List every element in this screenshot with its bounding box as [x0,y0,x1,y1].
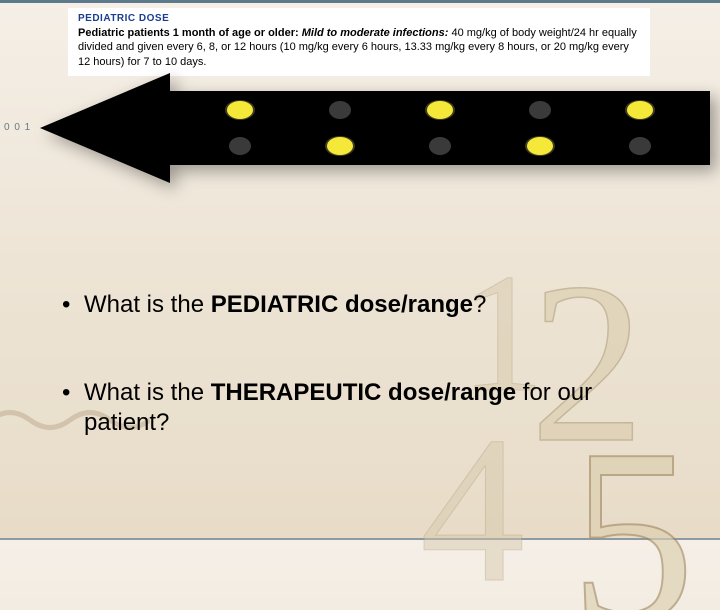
q1-post: ? [473,291,486,318]
left-marker-text: 0 0 1 [4,122,31,133]
arrow-light-on [527,137,553,155]
arrow-light-off [529,101,551,119]
q1-pre: What is the [84,291,211,318]
arrow-light-on [427,101,453,119]
dose-age-label: Pediatric patients 1 month of age or old… [78,27,299,39]
arrow-light-off [229,137,251,155]
arrow-svg [40,73,710,183]
q2-bold: THERAPEUTIC dose/range [211,379,516,406]
dose-mild-label: Mild to moderate infections: [302,27,449,39]
q1-bold: PEDIATRIC dose/range [211,291,473,318]
dose-body: Pediatric patients 1 month of age or old… [78,26,640,71]
arrow-light-off [629,137,651,155]
pediatric-dose-box: PEDIATRIC DOSE Pediatric patients 1 mont… [68,8,650,76]
arrow-light-on [227,101,253,119]
dose-header: PEDIATRIC DOSE [78,12,640,26]
bullet-q2: What is the THERAPEUTIC dose/range for o… [62,378,660,438]
arrow-body [40,73,710,183]
top-border [0,0,720,3]
q2-pre: What is the [84,379,211,406]
arrow-light-on [327,137,353,155]
arrow-light-off [429,137,451,155]
arrow-light-on [627,101,653,119]
arrow-graphic [40,73,710,183]
bullet-list: What is the PEDIATRIC dose/range? What i… [62,290,660,496]
bullet-q1: What is the PEDIATRIC dose/range? [62,290,660,320]
arrow-light-off [329,101,351,119]
